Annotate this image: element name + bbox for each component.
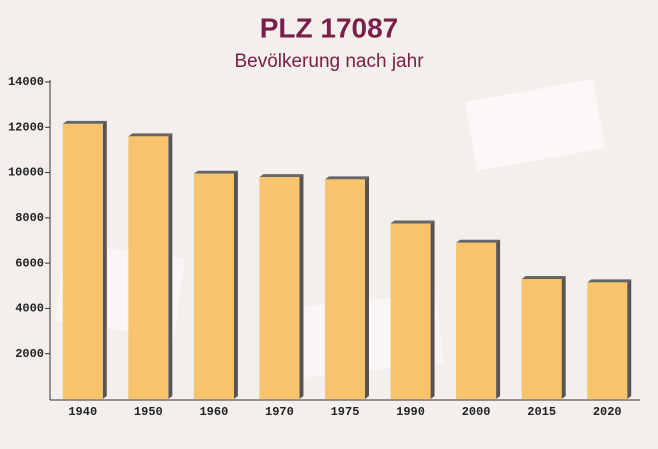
bar xyxy=(128,136,169,400)
bar-shadow xyxy=(365,176,369,399)
x-tick-label: 1990 xyxy=(396,405,425,419)
x-tick-label: 1970 xyxy=(265,405,294,419)
bar-shadow xyxy=(62,120,107,124)
y-tick-label: 12000 xyxy=(8,120,44,134)
bar-shadow xyxy=(233,170,238,399)
bar-shadow xyxy=(587,279,632,283)
chart-subtitle: Bevölkerung nach jahr xyxy=(234,51,424,72)
bar-shadow xyxy=(521,275,566,279)
bar-shadow xyxy=(128,133,173,137)
bar xyxy=(587,282,628,399)
y-tick-label: 14000 xyxy=(8,75,44,89)
y-tick-label: 6000 xyxy=(15,256,44,270)
bar xyxy=(390,223,431,399)
chart-title: PLZ 17087 xyxy=(260,12,399,43)
bg-shape xyxy=(464,79,606,171)
bar xyxy=(325,179,365,399)
bar xyxy=(456,242,497,399)
bar-shadow xyxy=(496,239,501,399)
bar-shadow xyxy=(102,120,107,399)
bar xyxy=(259,177,300,399)
bar-shadow xyxy=(390,220,435,224)
x-tick-label: 1950 xyxy=(134,405,163,419)
x-tick-label: 2020 xyxy=(593,405,622,419)
bar-shadow xyxy=(193,170,238,174)
x-tick-label: 2015 xyxy=(527,405,556,419)
y-tick-label: 2000 xyxy=(15,347,44,361)
bar xyxy=(62,123,103,399)
y-tick-label: 8000 xyxy=(15,211,44,225)
bar-shadow xyxy=(430,220,435,399)
bar-shadow xyxy=(456,239,501,243)
bar-shadow xyxy=(627,279,632,399)
x-tick-label: 1960 xyxy=(199,405,228,419)
bar-shadow xyxy=(561,275,566,399)
y-tick-label: 4000 xyxy=(15,302,44,316)
y-tick-label: 10000 xyxy=(8,166,44,180)
bar xyxy=(193,173,234,399)
bar-shadow xyxy=(299,174,304,399)
x-tick-label: 1975 xyxy=(331,405,360,419)
bar xyxy=(521,278,562,399)
bar-shadow xyxy=(168,133,173,400)
bar-shadow xyxy=(259,174,304,178)
x-tick-label: 2000 xyxy=(462,405,491,419)
bar-shadow xyxy=(325,176,369,180)
x-tick-label: 1940 xyxy=(68,405,97,419)
